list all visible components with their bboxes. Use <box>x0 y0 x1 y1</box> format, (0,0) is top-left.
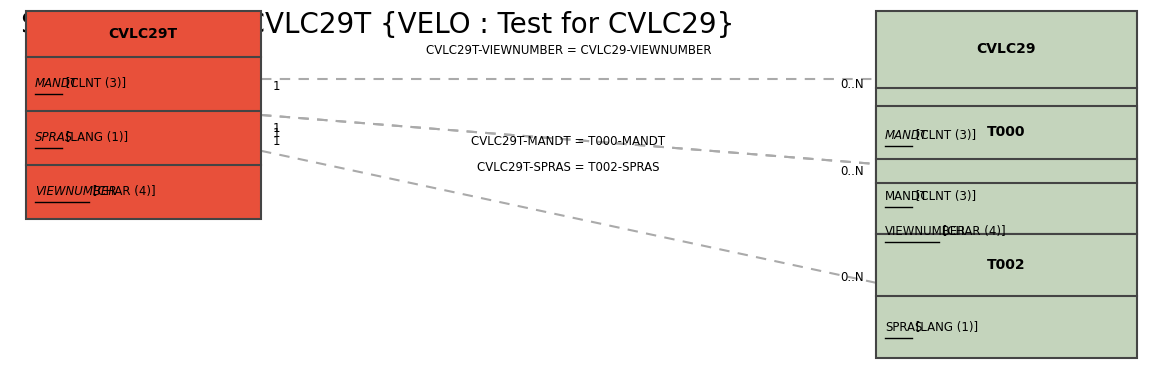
Text: VIEWNUMBER: VIEWNUMBER <box>885 225 966 238</box>
Text: MANDT: MANDT <box>885 129 928 142</box>
Text: [LANG (1)]: [LANG (1)] <box>61 131 128 144</box>
Bar <box>26 11 261 219</box>
Text: MANDT: MANDT <box>35 77 78 90</box>
Text: [CLNT (3)]: [CLNT (3)] <box>912 190 977 203</box>
Text: SAP ABAP table CVLC29T {VELO : Test for CVLC29}: SAP ABAP table CVLC29T {VELO : Test for … <box>21 11 734 39</box>
Text: CVLC29T-SPRAS = T002-SPRAS: CVLC29T-SPRAS = T002-SPRAS <box>477 161 660 174</box>
Text: T002: T002 <box>987 258 1025 272</box>
Text: 1: 1 <box>273 135 280 148</box>
Text: 1: 1 <box>273 80 280 93</box>
Text: 1: 1 <box>273 122 280 135</box>
Text: [CHAR (4)]: [CHAR (4)] <box>940 225 1006 238</box>
Text: CVLC29T-MANDT = T000-MANDT: CVLC29T-MANDT = T000-MANDT <box>471 135 666 148</box>
Text: 0..N: 0..N <box>841 165 864 178</box>
Text: 0..N: 0..N <box>841 78 864 91</box>
Bar <box>876 106 1137 234</box>
Text: 1: 1 <box>273 127 280 140</box>
Text: [CLNT (3)]: [CLNT (3)] <box>912 129 977 142</box>
Text: SPRAS: SPRAS <box>885 320 922 334</box>
Text: CVLC29T: CVLC29T <box>109 27 177 41</box>
Text: VIEWNUMBER: VIEWNUMBER <box>35 185 116 198</box>
Text: T000: T000 <box>987 126 1025 139</box>
Bar <box>876 11 1137 279</box>
Text: 0..N: 0..N <box>841 271 864 284</box>
Bar <box>876 234 1137 358</box>
Text: SPRAS: SPRAS <box>35 131 73 144</box>
Text: [LANG (1)]: [LANG (1)] <box>912 320 978 334</box>
Text: MANDT: MANDT <box>885 190 928 203</box>
Text: [CLNT (3)]: [CLNT (3)] <box>61 77 126 90</box>
Text: CVLC29T-VIEWNUMBER = CVLC29-VIEWNUMBER: CVLC29T-VIEWNUMBER = CVLC29-VIEWNUMBER <box>426 44 711 57</box>
Text: CVLC29: CVLC29 <box>977 43 1036 57</box>
Text: [CHAR (4)]: [CHAR (4)] <box>89 185 155 198</box>
